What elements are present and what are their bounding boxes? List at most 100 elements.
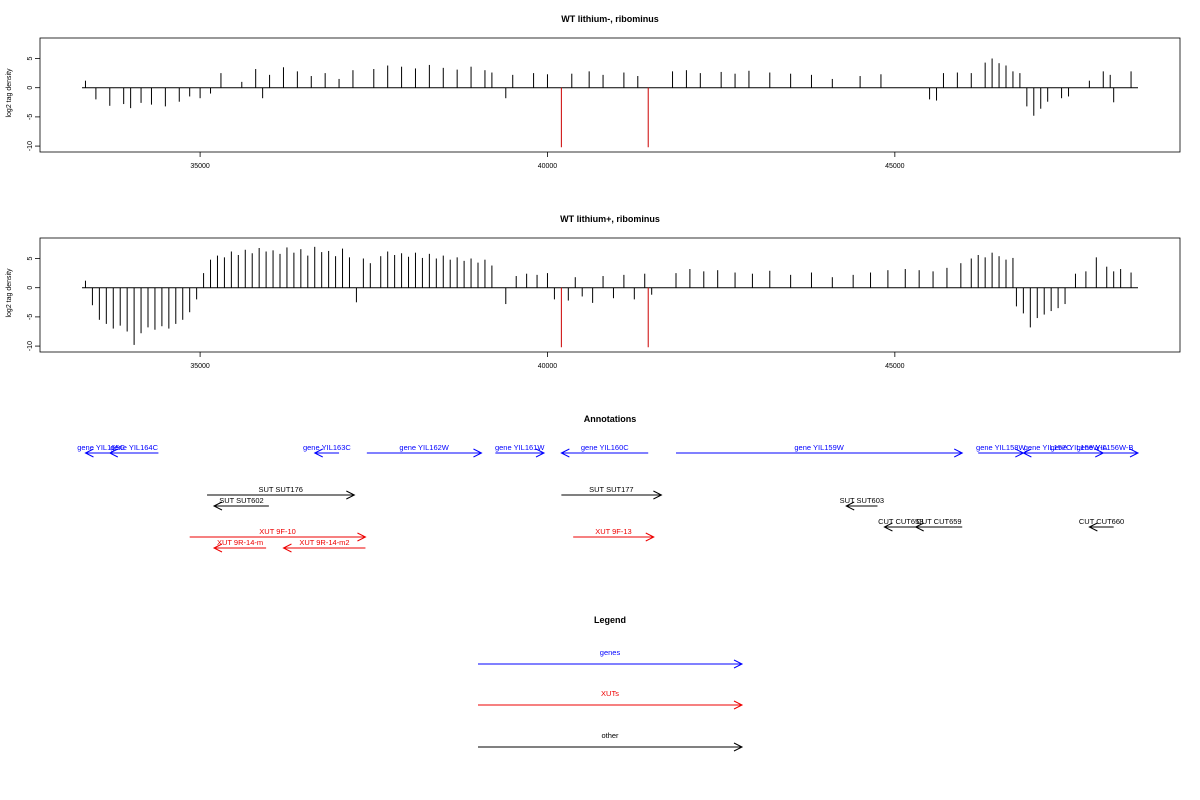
feature-label: gene YIL160C xyxy=(581,443,629,452)
legend-item: XUTs xyxy=(478,689,744,710)
annotation-feature: CUT CUT659 xyxy=(914,517,963,532)
feature-label: gene YIL158W xyxy=(976,443,1026,452)
arrow-head xyxy=(733,742,744,752)
arrow-head xyxy=(645,532,655,542)
feature-label: gene YIL164C xyxy=(110,443,158,452)
annotation-feature: XUT 9F-10 xyxy=(189,527,367,542)
arrow-head xyxy=(954,448,964,458)
x-tick-label: 40000 xyxy=(538,163,558,170)
annotation-feature: CUT CUT658 xyxy=(878,517,923,532)
arrow-head xyxy=(212,543,223,553)
legend-item: other xyxy=(478,731,744,752)
legend: Legend genes XUTs other xyxy=(478,615,744,752)
feature-label: CUT CUT659 xyxy=(916,517,961,526)
y-axis-label: log2 tag density xyxy=(6,268,13,318)
y-tick-label: -10 xyxy=(27,141,34,151)
feature-label: gene YIL162W xyxy=(399,443,449,452)
axis-ticks: 35000 40000 45000 -10 -5 0 5 xyxy=(27,56,905,170)
annotations-title: Annotations xyxy=(584,414,637,424)
arrow-head xyxy=(313,448,323,458)
y-tick-label: 0 xyxy=(27,286,34,290)
arrow-head xyxy=(845,501,855,511)
y-axis-label: log2 tag density xyxy=(6,68,13,118)
arrow-head xyxy=(84,448,94,458)
x-tick-label: 45000 xyxy=(885,363,905,370)
arrow-head xyxy=(883,522,893,532)
feature-label: CUT CUT658 xyxy=(878,517,923,526)
arrow-head xyxy=(282,543,292,553)
arrow-head xyxy=(733,659,744,669)
arrow-head xyxy=(535,448,546,458)
annotation-feature: gene YIL158W xyxy=(976,443,1026,458)
y-tick-label: -5 xyxy=(27,114,34,120)
legend-label: XUTs xyxy=(601,689,619,698)
feature-label: gene YIL156W-B xyxy=(1077,443,1134,452)
annotation-feature: gene YIL162W xyxy=(366,443,483,458)
arrow-head xyxy=(108,448,119,458)
annotation-feature: XUT 9R-14-m xyxy=(212,538,267,553)
arrow-head xyxy=(212,501,223,511)
feature-label: gene YIL161W xyxy=(495,443,545,452)
feature-label: XUT 9F-13 xyxy=(595,527,632,536)
feature-label: XUT 9F-10 xyxy=(259,527,296,536)
annotation-feature: gene YIL159W xyxy=(676,443,964,458)
feature-label: gene YIL159W xyxy=(794,443,844,452)
feature-label: SUT SUT603 xyxy=(840,496,884,505)
legend-label: other xyxy=(601,731,619,740)
panel-title: WT lithium-, ribominus xyxy=(561,14,659,24)
plot-frame xyxy=(39,237,1181,353)
annotation-feature: gene YIL156W-B xyxy=(1072,443,1140,458)
feature-label: gene YIL165C xyxy=(77,443,125,452)
panel-lithium-minus: WT lithium-, ribominus log2 tag density … xyxy=(6,14,1181,170)
arrow-head xyxy=(1088,522,1098,532)
y-tick-label: 5 xyxy=(27,56,34,60)
axis-ticks: 35000 40000 45000 -10 -5 0 5 xyxy=(27,256,905,370)
annotation-feature: gene YIL163C xyxy=(303,443,351,458)
arrow-head xyxy=(560,448,570,458)
feature-label: gene YIL156W-A xyxy=(1051,443,1108,452)
panel-lithium-plus: WT lithium+, ribominus log2 tag density … xyxy=(6,214,1181,370)
y-tick-label: -5 xyxy=(27,314,34,320)
arrow-head xyxy=(357,532,367,542)
bars-series xyxy=(82,246,1138,348)
x-tick-label: 40000 xyxy=(538,363,558,370)
arrow-head xyxy=(653,490,663,500)
y-tick-label: 0 xyxy=(27,86,34,90)
legend-label: genes xyxy=(600,648,621,657)
arrow-head xyxy=(1129,448,1140,458)
x-tick-label: 45000 xyxy=(885,163,905,170)
annotation-feature: XUT 9F-13 xyxy=(573,527,655,542)
feature-label: XUT 9R-14-m2 xyxy=(299,538,349,547)
bars-series xyxy=(82,58,1138,148)
annotation-feature: CUT CUT660 xyxy=(1079,517,1124,532)
legend-title: Legend xyxy=(594,615,626,625)
feature-label: SUT SUT176 xyxy=(258,485,302,494)
arrow-head xyxy=(1022,448,1032,458)
arrow-head xyxy=(914,522,924,532)
feature-label: gene YIL163C xyxy=(303,443,351,452)
plot-frame xyxy=(39,37,1181,153)
legend-items: genes XUTs other xyxy=(478,648,744,752)
y-tick-label: -10 xyxy=(27,341,34,351)
annotation-feature: gene YIL164C xyxy=(108,443,159,458)
annotation-feature: SUT SUT177 xyxy=(561,485,663,500)
annotation-feature: gene YIL161W xyxy=(495,443,546,458)
arrow-head xyxy=(733,700,744,710)
arrow-head xyxy=(346,490,356,500)
feature-label: SUT SUT177 xyxy=(589,485,633,494)
annotation-feature: SUT SUT602 xyxy=(212,496,269,511)
feature-label: CUT CUT660 xyxy=(1079,517,1124,526)
x-tick-label: 35000 xyxy=(190,363,210,370)
feature-label: SUT SUT602 xyxy=(219,496,263,505)
annotation-feature: gene YIL160C xyxy=(560,443,649,458)
feature-label: gene YIL157C xyxy=(1024,443,1072,452)
panel-title: WT lithium+, ribominus xyxy=(560,214,660,224)
arrow-head xyxy=(473,448,483,458)
y-tick-label: 5 xyxy=(27,256,34,260)
annotation-feature: SUT SUT603 xyxy=(840,496,884,511)
feature-label: XUT 9R-14-m xyxy=(217,538,263,547)
annotation-feature: SUT SUT176 xyxy=(207,485,356,500)
